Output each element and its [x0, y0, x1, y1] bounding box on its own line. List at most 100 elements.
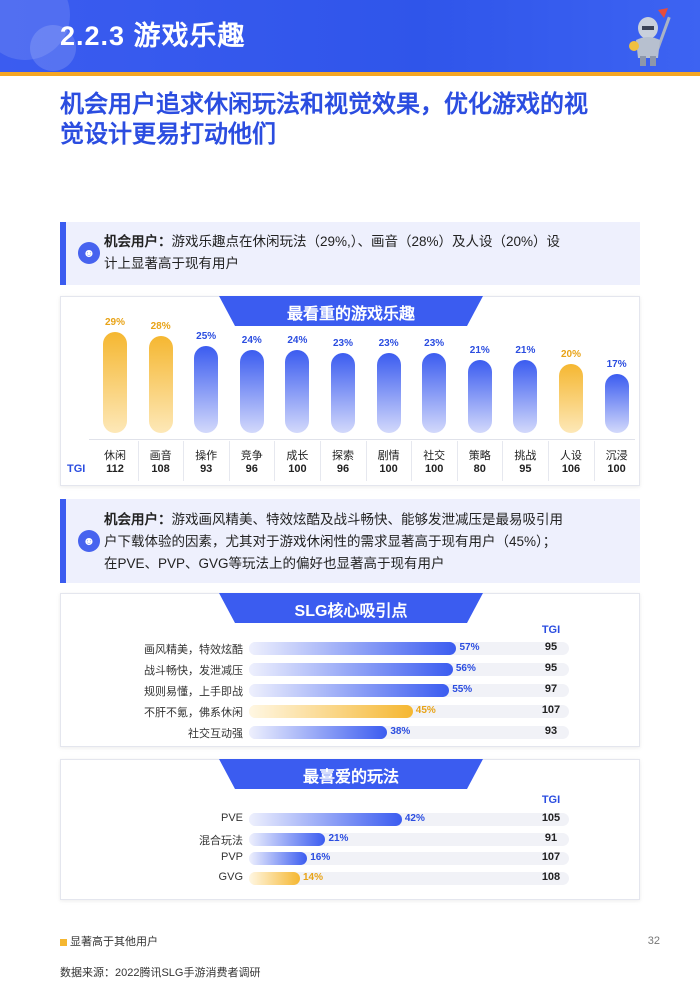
bar-挑战 [513, 360, 538, 433]
data-label: 24% [287, 334, 308, 346]
tgi-label: TGI [541, 794, 561, 806]
tgi-value: 96 [336, 463, 350, 475]
data-label: 23% [424, 338, 445, 350]
data-label: 57% [459, 642, 480, 653]
bar-混合玩法 [249, 832, 326, 846]
category-label: 人设 [560, 450, 582, 462]
chart-panel-slg-attractions: SLG核心吸引点 TGI 画风精美，特效炫酷 57% 95 战斗畅快，发泄减压 56% 9… [60, 593, 640, 747]
column-divider [137, 441, 139, 481]
tgi-label: TGI [67, 463, 86, 475]
data-label: 28% [150, 320, 171, 332]
column-divider [320, 441, 321, 481]
tgi-value: 93 [544, 725, 558, 737]
category-label: GVG [218, 870, 243, 883]
tgi-value: 106 [561, 463, 581, 475]
data-label: 16% [310, 852, 331, 863]
tgi-value: 93 [200, 463, 213, 475]
tgi-value: 112 [106, 463, 124, 475]
column-divider [593, 441, 595, 481]
data-label: 17% [606, 359, 627, 371]
data-label: 23% [332, 338, 353, 350]
callout-line: 游戏乐趣点在休闲玩法（29%,）、画音（28%）及人设（20%）设 [171, 234, 561, 249]
column-divider [228, 441, 230, 481]
category-label: 社交互动强 [188, 728, 243, 740]
page-number: 32 [647, 935, 660, 947]
bar-track [249, 871, 569, 885]
data-label: 23% [378, 338, 399, 350]
category-label: PVP [220, 851, 243, 863]
callout-text: 机会用户：游戏画风精美、特效炫酷及战斗畅快、能够发泄减压是最易吸引用 户下载体验… [104, 509, 632, 575]
data-label: 24% [241, 334, 262, 346]
data-label: 21% [515, 345, 536, 357]
bar-PVP [249, 852, 308, 865]
tgi-value: 95 [519, 463, 532, 475]
chart-title-ribbon: SLG核心吸引点 [219, 593, 483, 623]
legend-text: 显著高于其他用户 [70, 936, 158, 948]
category-label: 不肝不氪，佛系休闲 [144, 707, 243, 719]
bar-探索 [331, 353, 355, 433]
bar-GVG [249, 871, 300, 885]
tgi-value: 96 [245, 463, 258, 475]
bar-画音 [148, 335, 173, 433]
bar-不肝不氪，佛系休闲 [249, 705, 413, 718]
chart-panel-top-fun: 最看重的游戏乐趣 TGI 29% 休闲 112 28% 画音 108 25% 操作 93 24% 竞… [60, 296, 640, 486]
knight-mascot-icon [629, 8, 671, 66]
data-label: 56% [455, 663, 476, 674]
callout-line: 游戏画风精美、特效炫酷及战斗畅快、能够发泄减压是最易吸引用 [171, 512, 564, 527]
bar-社交互动强 [249, 726, 388, 739]
callout-label: 机会用户： [104, 234, 172, 249]
data-source: 数据来源：2022腾讯SLG手游消费者调研 [60, 967, 261, 979]
data-label: 29% [104, 317, 125, 329]
subtitle-line: 觉设计更易打动他们 [60, 121, 276, 148]
page-subtitle: 机会用户追求休闲玩法和视觉效果，优化游戏的视 觉设计更易打动他们 [60, 90, 660, 150]
column-divider [365, 441, 367, 481]
callout-text: 机会用户：游戏乐趣点在休闲玩法（29%,）、画音（28%）及人设（20%）设 计… [104, 231, 632, 275]
data-label: 55% [452, 684, 473, 695]
category-label: 挑战 [514, 450, 537, 462]
category-label: 画风精美，特效炫酷 [144, 644, 243, 656]
bar-PVE [249, 813, 402, 826]
tgi-value: 95 [544, 662, 558, 674]
tgi-value: 100 [425, 463, 444, 475]
category-label: 竞争 [240, 450, 263, 462]
user-icon: ☻ [78, 242, 100, 264]
section-title: 2.2.3 游戏乐趣 [60, 21, 246, 51]
data-label: 38% [390, 726, 411, 737]
tgi-value: 97 [544, 683, 558, 695]
category-label: 策略 [468, 450, 491, 462]
data-label: 21% [328, 832, 349, 844]
category-label: 战斗畅快，发泄减压 [144, 665, 243, 677]
tgi-value: 108 [541, 870, 561, 883]
category-label: 剧情 [377, 450, 400, 462]
bar-战斗畅快，发泄减压 [249, 663, 453, 676]
category-label: 混合玩法 [199, 834, 243, 847]
data-label: 20% [560, 348, 581, 360]
legend-note: 显著高于其他用户 [60, 933, 158, 949]
category-label: PVE [220, 812, 243, 824]
category-label: 社交 [423, 450, 446, 462]
column-divider [502, 441, 504, 481]
chart-title: 最看重的游戏乐趣 [286, 306, 415, 323]
bar-track [249, 832, 569, 846]
category-label: 沉浸 [605, 450, 628, 462]
data-label: 14% [302, 871, 323, 883]
bar-沉浸 [604, 374, 629, 433]
column-divider [548, 441, 549, 481]
bar-竞争 [239, 349, 264, 433]
data-label: 25% [196, 331, 217, 343]
bar-社交 [422, 353, 447, 433]
user-icon: ☻ [78, 530, 100, 552]
callout-line: 在PVE、PVP、GVG等玩法上的偏好也显著高于现有用户 [104, 556, 445, 571]
category-label: 探索 [332, 450, 354, 462]
tgi-label: TGI [541, 624, 561, 636]
bar-画风精美，特效炫酷 [249, 642, 457, 655]
bar-人设 [559, 363, 583, 433]
chart-panel-favorite-modes: 最喜爱的玩法 TGI PVE 42% 105 混合玩法 21% 91 PVP 16% 107 GV… [60, 759, 640, 900]
callout-label: 机会用户： [104, 512, 172, 527]
insight-callout-2: ☻ 机会用户：游戏画风精美、特效炫酷及战斗畅快、能够发泄减压是最易吸引用 户下载… [60, 499, 640, 583]
callout-line: 计上显著高于现有用户 [104, 256, 239, 271]
x-axis-line [89, 439, 635, 440]
tgi-value: 100 [379, 463, 398, 475]
category-label: 规则易懂，上手即战 [144, 686, 243, 698]
column-divider [183, 441, 185, 481]
